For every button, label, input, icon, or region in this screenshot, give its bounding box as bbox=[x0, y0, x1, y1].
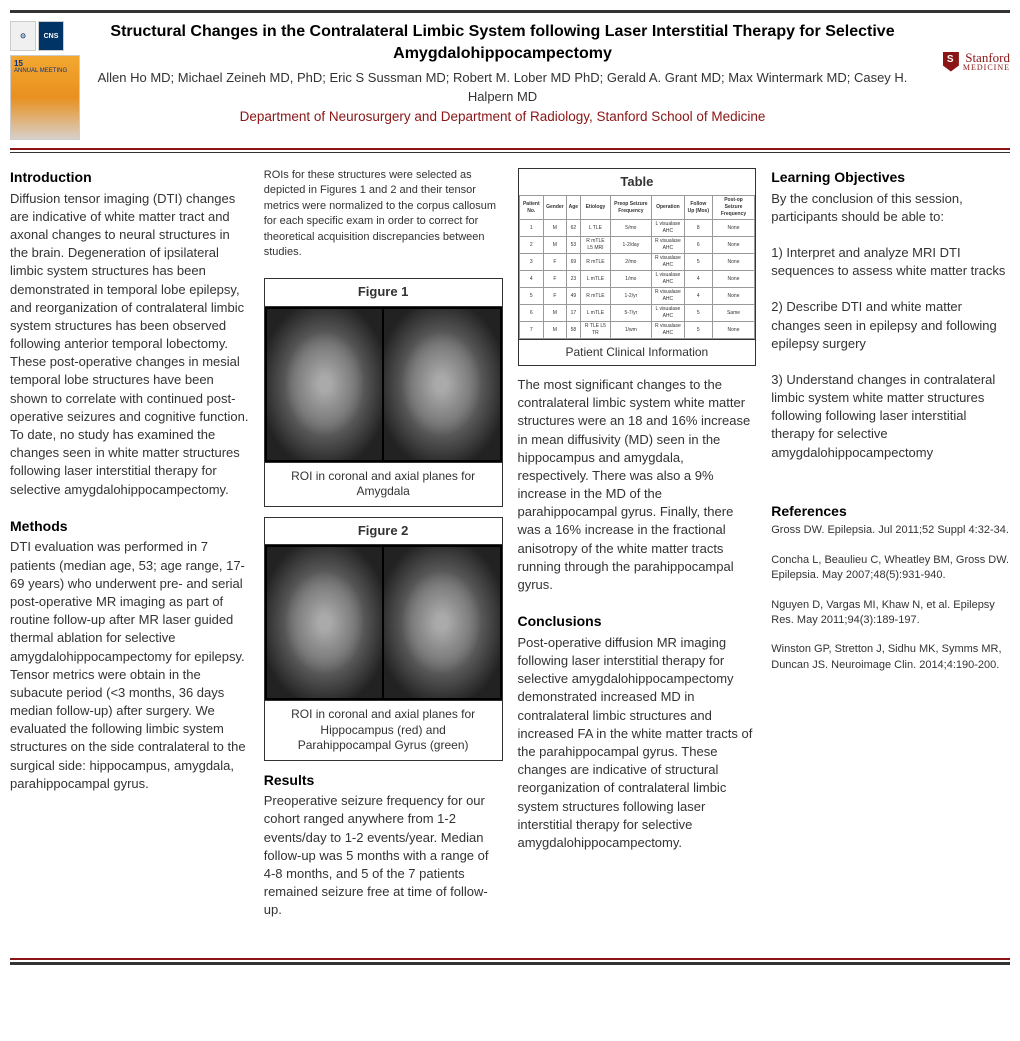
methods-heading: Methods bbox=[10, 517, 249, 537]
patient-table: Table Patient No.GenderAgeEtiologyPreop … bbox=[518, 168, 757, 366]
fig2-caption: ROI in coronal and axial planes for Hipp… bbox=[265, 700, 502, 760]
table-header: Gender bbox=[544, 196, 567, 220]
fig2-image bbox=[265, 545, 502, 700]
table-row: 2M53R mTLE L5 MRI1-2/dayR visualase AHC6… bbox=[519, 237, 755, 254]
department: Department of Neurosurgery and Departmen… bbox=[95, 109, 910, 124]
table-row: 6M17L mTLE5-7/yrL visualase AHC5Same bbox=[519, 305, 755, 322]
fig1-image bbox=[265, 307, 502, 462]
brain-coronal bbox=[267, 309, 382, 460]
table-row: 4F23L mTLE1/moL visualase AHC4None bbox=[519, 271, 755, 288]
conference-image: 15 ANNUAL MEETING bbox=[10, 55, 80, 140]
table-caption: Patient Clinical Information bbox=[519, 339, 756, 365]
intro-body: Diffusion tensor imaging (DTI) changes a… bbox=[10, 190, 249, 499]
table-header: Patient No. bbox=[519, 196, 544, 220]
authors: Allen Ho MD; Michael Zeineh MD, PhD; Eri… bbox=[95, 68, 910, 107]
column-4: Learning Objectives By the conclusion of… bbox=[771, 168, 1010, 938]
results-heading: Results bbox=[264, 771, 503, 791]
table-header: Post-op Seizure Frequency bbox=[712, 196, 754, 220]
results-body: Preoperative seizure frequency for our c… bbox=[264, 792, 503, 919]
table-header: Etiology bbox=[581, 196, 611, 220]
left-logos: ⊙ CNS 15 ANNUAL MEETING bbox=[10, 21, 85, 140]
fig1-title: Figure 1 bbox=[265, 279, 502, 306]
conclusions-heading: Conclusions bbox=[518, 612, 757, 632]
poster-title: Structural Changes in the Contralateral … bbox=[95, 21, 910, 66]
refs-heading: References bbox=[771, 502, 1010, 522]
objective-2: 2) Describe DTI and white matter changes… bbox=[771, 298, 1010, 353]
ref-4: Winston GP, Stretton J, Sidhu MK, Symms … bbox=[771, 642, 1010, 673]
ref-1: Gross DW. Epilepsia. Jul 2011;52 Suppl 4… bbox=[771, 523, 1010, 538]
conf-label: ANNUAL MEETING bbox=[14, 68, 76, 74]
figure-1: Figure 1 ROI in coronal and axial planes… bbox=[264, 278, 503, 506]
ref-2: Concha L, Beaulieu C, Wheatley BM, Gross… bbox=[771, 553, 1010, 584]
objectives-heading: Learning Objectives bbox=[771, 168, 1010, 188]
objective-3: 3) Understand changes in contralateral l… bbox=[771, 371, 1010, 462]
methods-body: DTI evaluation was performed in 7 patien… bbox=[10, 538, 249, 793]
poster-header: ⊙ CNS 15 ANNUAL MEETING Structural Chang… bbox=[10, 10, 1010, 150]
table-header: Operation bbox=[651, 196, 684, 220]
rois-text: ROIs for these structures were selected … bbox=[264, 168, 503, 260]
table-row: 5F49R mTLE1-2/yrR visualase AHC4None bbox=[519, 288, 755, 305]
shield-icon bbox=[943, 52, 959, 72]
stanford-medicine: MEDICINE bbox=[963, 64, 1010, 72]
column-3: Table Patient No.GenderAgeEtiologyPreop … bbox=[518, 168, 757, 938]
brain-coronal-2 bbox=[267, 547, 382, 698]
findings-body: The most significant changes to the cont… bbox=[518, 376, 757, 594]
column-1: Introduction Diffusion tensor imaging (D… bbox=[10, 168, 249, 938]
ref-3: Nguyen D, Vargas MI, Khaw N, et al. Epil… bbox=[771, 598, 1010, 629]
header-center: Structural Changes in the Contralateral … bbox=[95, 21, 910, 124]
table-row: 3F69R mTLE2/moR visualase AHC5None bbox=[519, 254, 755, 271]
stanford-logo: Stanford MEDICINE bbox=[920, 21, 1010, 72]
column-2: ROIs for these structures were selected … bbox=[264, 168, 503, 938]
brain-axial bbox=[384, 309, 499, 460]
cns-badge: CNS bbox=[38, 21, 64, 51]
fig1-caption: ROI in coronal and axial planes for Amyg… bbox=[265, 462, 502, 506]
table-header: Follow Up (Mos) bbox=[684, 196, 712, 220]
objectives-intro: By the conclusion of this session, parti… bbox=[771, 190, 1010, 226]
table-header: Age bbox=[566, 196, 580, 220]
table-row: 1M62L TLE5/moL visualase AHC8None bbox=[519, 220, 755, 237]
brain-axial-2 bbox=[384, 547, 499, 698]
fig2-title: Figure 2 bbox=[265, 518, 502, 545]
intro-heading: Introduction bbox=[10, 168, 249, 188]
figure-2: Figure 2 ROI in coronal and axial planes… bbox=[264, 517, 503, 761]
table-grid: Patient No.GenderAgeEtiologyPreop Seizur… bbox=[519, 195, 756, 339]
badge-icon: ⊙ bbox=[10, 21, 36, 51]
objective-1: 1) Interpret and analyze MRI DTI sequenc… bbox=[771, 244, 1010, 280]
table-header: Preop Seizure Frequency bbox=[610, 196, 651, 220]
table-row: 7M58R TLE L5 TR1/wmR visualase AHC5None bbox=[519, 322, 755, 339]
table-title: Table bbox=[519, 169, 756, 195]
conclusions-body: Post-operative diffusion MR imaging foll… bbox=[518, 634, 757, 852]
poster-body: Introduction Diffusion tensor imaging (D… bbox=[10, 168, 1010, 938]
